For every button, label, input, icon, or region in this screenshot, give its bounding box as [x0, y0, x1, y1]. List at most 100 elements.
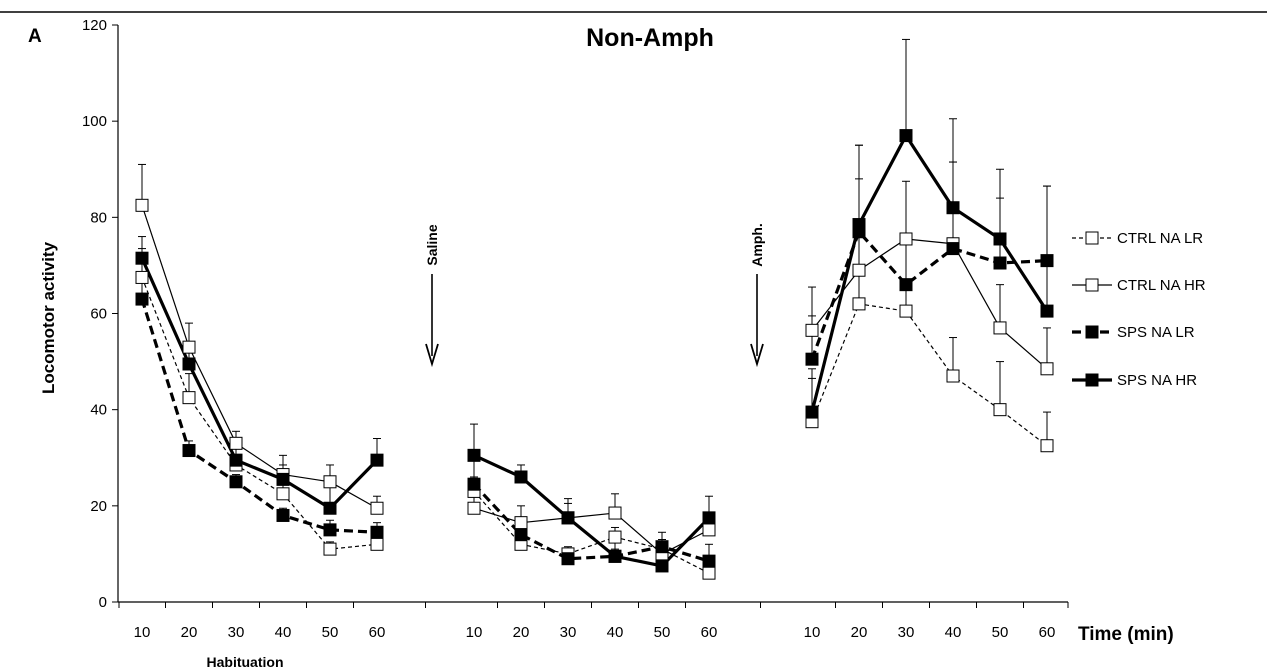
injection-label: Saline — [424, 224, 440, 265]
series-line — [810, 133, 1049, 413]
data-point — [852, 263, 866, 277]
y-tick-label: 20 — [90, 498, 107, 515]
series-line — [141, 277, 378, 550]
y-tick-label: 80 — [90, 209, 107, 226]
legend-label: CTRL NA HR — [1117, 277, 1206, 294]
x-tick-label: 10 — [804, 624, 821, 641]
series-line — [811, 303, 1048, 447]
x-tick-label: 50 — [992, 624, 1009, 641]
data-point — [608, 549, 622, 563]
data-point — [899, 304, 913, 318]
data-point — [276, 487, 290, 501]
legend-marker — [1085, 231, 1099, 245]
data-point — [370, 537, 384, 551]
series-line — [811, 238, 1048, 370]
data-point — [135, 251, 149, 265]
legend-marker — [1085, 278, 1099, 292]
series-line — [140, 257, 379, 510]
data-point — [323, 542, 337, 556]
x-tick-label: 50 — [322, 624, 339, 641]
series-line — [473, 453, 711, 568]
axes: 0 20 40 60 80 100 120 10 20 30 40 50 60 10 20 30 40 50 60 1… — [82, 17, 1069, 641]
x-axis-label: Time (min) — [1078, 624, 1174, 645]
data-point — [899, 278, 913, 292]
data-point — [899, 129, 913, 143]
data-point — [1040, 439, 1054, 453]
data-point — [370, 453, 384, 467]
data-point — [993, 321, 1007, 335]
plot-area — [135, 38, 1054, 580]
data-point — [514, 528, 528, 542]
data-point — [182, 340, 196, 354]
series-line — [472, 483, 710, 563]
data-point — [229, 453, 243, 467]
data-point — [805, 323, 819, 337]
legend-marker — [1085, 325, 1099, 339]
x-tick-label: 60 — [701, 624, 718, 641]
series-line — [141, 205, 378, 509]
data-point — [323, 501, 337, 515]
data-point — [1040, 304, 1054, 318]
data-point — [182, 444, 196, 458]
data-point — [229, 436, 243, 450]
data-point — [1040, 254, 1054, 268]
x-tick-label: 10 — [134, 624, 151, 641]
y-tick-label: 120 — [82, 17, 107, 34]
data-point — [946, 369, 960, 383]
data-point — [655, 540, 669, 554]
data-point — [702, 523, 716, 537]
data-point — [805, 405, 819, 419]
data-point — [323, 475, 337, 489]
x-tick-label: 20 — [851, 624, 868, 641]
y-tick-label: 60 — [90, 306, 107, 323]
injection-arrow-head — [750, 343, 764, 368]
data-point — [702, 554, 716, 568]
data-point — [946, 242, 960, 256]
data-point — [899, 232, 913, 246]
data-point — [852, 218, 866, 232]
data-point — [276, 472, 290, 486]
y-tick-label: 40 — [90, 402, 107, 419]
x-tick-label: 20 — [513, 624, 530, 641]
chart-title: Non-Amph — [586, 24, 714, 52]
data-point — [561, 511, 575, 525]
x-tick-label: 60 — [1039, 624, 1056, 641]
panel-label: A — [28, 26, 42, 47]
injection-arrow-head — [425, 343, 439, 368]
data-point — [655, 559, 669, 573]
data-point — [276, 508, 290, 522]
data-point — [608, 530, 622, 544]
legend-label: CTRL NA LR — [1117, 230, 1203, 247]
y-tick-label: 0 — [99, 594, 107, 611]
x-tick-label: 50 — [654, 624, 671, 641]
data-point — [561, 552, 575, 566]
legend-label: SPS NA HR — [1117, 372, 1197, 389]
data-point — [182, 391, 196, 405]
data-point — [805, 352, 819, 366]
data-point — [135, 198, 149, 212]
habituation-label: Habituation — [207, 654, 284, 670]
data-point — [993, 403, 1007, 417]
data-point — [182, 357, 196, 371]
series-line — [473, 507, 710, 555]
data-point — [1040, 362, 1054, 376]
data-point — [514, 470, 528, 484]
legend-marker — [1085, 373, 1099, 387]
data-point — [467, 501, 481, 515]
data-point — [702, 511, 716, 525]
x-tick-label: 40 — [607, 624, 624, 641]
data-point — [993, 256, 1007, 270]
series-line — [140, 298, 378, 534]
x-tick-label: 10 — [466, 624, 483, 641]
data-point — [993, 232, 1007, 246]
data-point — [467, 477, 481, 491]
injection-markers: Saline Amph. — [424, 223, 765, 368]
legend-label: SPS NA LR — [1117, 324, 1195, 341]
data-point — [135, 270, 149, 284]
data-point — [702, 566, 716, 580]
data-point — [370, 501, 384, 515]
x-tick-label: 30 — [898, 624, 915, 641]
data-point — [467, 448, 481, 462]
data-point — [608, 506, 622, 520]
